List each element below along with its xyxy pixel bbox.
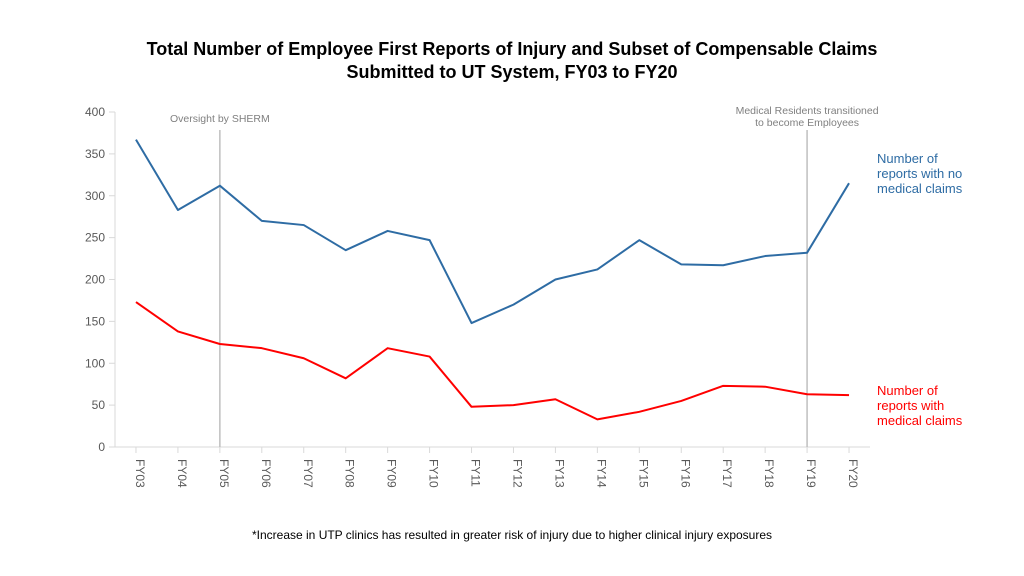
x-tick-label: FY18	[762, 459, 776, 488]
x-tick-label: FY04	[175, 459, 189, 488]
x-tick-label: FY19	[804, 459, 818, 488]
x-tick-label: FY20	[846, 459, 860, 488]
annotation-label: to become Employees	[755, 117, 859, 129]
series-label-red: Number of	[877, 383, 938, 398]
y-tick-label: 300	[85, 189, 105, 203]
x-tick-label: FY13	[552, 459, 566, 488]
series-label-blue: reports with no	[877, 166, 962, 181]
annotation-label: Medical Residents transitioned	[736, 105, 879, 117]
x-tick-label: FY16	[678, 459, 692, 488]
y-tick-label: 200	[85, 273, 105, 287]
series-label-red: reports with	[877, 398, 944, 413]
x-tick-label: FY17	[720, 459, 734, 488]
x-tick-label: FY10	[427, 459, 441, 488]
x-tick-label: FY11	[469, 459, 483, 487]
y-tick-label: 0	[98, 440, 105, 454]
footnote-text: *Increase in UTP clinics has resulted in…	[252, 528, 772, 542]
y-tick-label: 250	[85, 231, 105, 245]
x-tick-label: FY08	[343, 459, 357, 488]
x-tick-label: FY07	[301, 459, 315, 488]
x-tick-label: FY12	[510, 459, 524, 488]
y-tick-label: 150	[85, 314, 105, 328]
series-label-red: medical claims	[877, 413, 963, 428]
y-tick-label: 400	[85, 105, 105, 119]
series-label-blue: Number of	[877, 151, 938, 166]
x-tick-label: FY05	[217, 459, 231, 488]
series-label-blue: medical claims	[877, 181, 963, 196]
chart-svg: 0 50 100 150 200 250 300 350 400 FY03 FY04 FY05 FY06…	[0, 0, 1024, 576]
chart-footnote: *Increase in UTP clinics has resulted in…	[0, 528, 1024, 542]
chart-container: Total Number of Employee First Reports o…	[0, 0, 1024, 576]
series-line	[136, 140, 849, 323]
y-tick-label: 350	[85, 147, 105, 161]
series-line	[136, 302, 849, 419]
x-tick-label: FY15	[636, 459, 650, 488]
y-tick-label: 100	[85, 356, 105, 370]
y-tick-label: 50	[92, 398, 106, 412]
annotation-label: Oversight by SHERM	[170, 113, 270, 125]
x-tick-label: FY14	[594, 459, 608, 488]
x-tick-label: FY06	[259, 459, 273, 488]
x-tick-label: FY09	[385, 459, 399, 488]
x-tick-label: FY03	[133, 459, 147, 488]
